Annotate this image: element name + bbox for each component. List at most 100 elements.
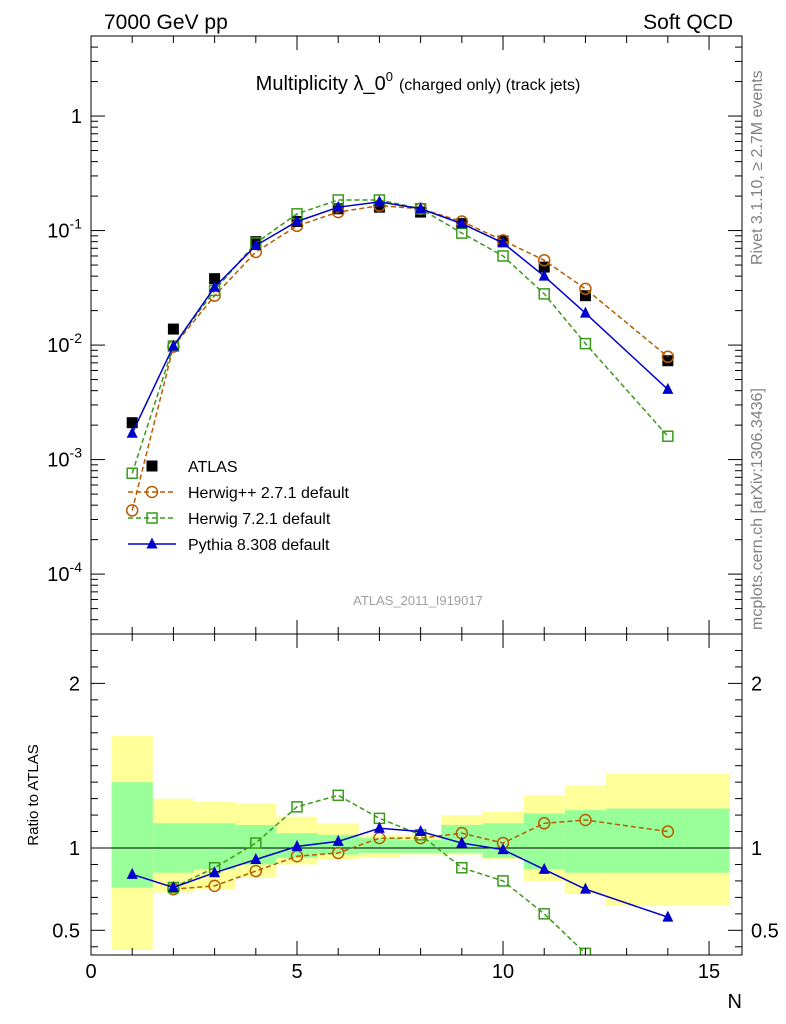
y-tick-label: 10-3 [47,445,82,472]
ratio-point-herwig-2-7-1-default [331,846,345,860]
band-green [606,808,730,873]
ratio-point-herwig-7-2-1-default [456,862,468,874]
y-tick-label: 2 [69,673,80,695]
band-green [400,839,442,853]
x-tick-labels: 0 5 10 15 [85,961,720,983]
legend-marker-pythia-8-308-default [146,537,158,549]
header-right: Soft QCD [643,11,733,34]
rivet-label: Rivet 3.1.10, ≥ 2.7M events [749,70,766,265]
legend: ATLAS Herwig++ 2.7.1 default Herwig 7.2.1 … [128,459,350,554]
ratio-point-pythia-8-308-default [250,853,262,865]
mcplots-label: mcplots.cern.ch [arXiv:1306.3436] [749,388,766,630]
point-herwig-7-2-1-default [662,430,674,442]
point-herwig-7-2-1-default [497,250,509,262]
ratio-point-herwig-7-2-1-default [332,789,344,802]
ratio-line-herwig-2-7-1-default [173,819,668,890]
point-herwig-2-7-1-default [661,350,675,364]
y-tick-label-right: 0.5 [751,920,779,942]
y-tick-label: 0.5 [52,920,80,942]
ratio-point-herwig-7-2-1-default [497,875,509,887]
x-tick-label: 5 [291,961,302,983]
main-y-tick-labels: 1 10-1 10-2 10-3 10-4 [47,106,82,586]
x-tick-label: 0 [85,961,96,983]
point-pythia-8-308-default [415,202,427,214]
analysis-watermark: ATLAS_2011_I919017 [353,593,483,608]
x-tick-label: 10 [492,961,514,983]
point-atlas [662,355,674,367]
point-pythia-8-308-default [126,426,138,438]
point-herwig-2-7-1-default [125,504,139,517]
band-green [194,823,236,870]
main-panel: 1 10-1 10-2 10-3 10-4 Multiplicity λ_00(char… [47,35,743,635]
y-tick-label: 10-1 [47,216,82,243]
y-tick-label: 10-2 [47,330,82,357]
point-pythia-8-308-default [579,306,591,318]
point-atlas [373,201,385,213]
point-pythia-8-308-default [209,280,221,292]
point-pythia-8-308-default [332,200,344,212]
legend-marker-atlas [146,460,158,472]
ratio-plot-area [126,789,675,955]
band-green [358,838,401,853]
ratio-point-pythia-8-308-default [126,867,138,879]
ratio-frame [90,633,743,956]
ratio-point-pythia-8-308-default [456,836,468,848]
ratio-point-herwig-7-2-1-default [291,801,303,813]
ratio-y-tick-labels: 2 2 1 1 0.5 0.5 [52,673,779,942]
main-plot-area [125,194,675,517]
legend-marker-herwig-7-2-1-default [146,512,158,524]
point-pythia-8-308-default [497,236,509,248]
point-pythia-8-308-default [538,269,550,281]
legend-label-herwig-7-2-1-default: Herwig 7.2.1 default [188,511,331,528]
point-pythia-8-308-default [662,382,674,394]
ratio-line-herwig-7-2-1-default [173,794,586,954]
legend-label-herwig-2-7-1-default: Herwig++ 2.7.1 default [188,485,350,502]
point-pythia-8-308-default [167,339,179,351]
point-pythia-8-308-default [456,217,468,229]
point-pythia-8-308-default [291,214,303,226]
header-left: 7000 GeV pp [104,11,228,34]
ratio-y-axis-label: Ratio to ATLAS [25,744,42,845]
ratio-point-pythia-8-308-default [209,866,221,878]
main-axis-ticks [90,35,742,635]
ratio-bands [91,736,742,951]
x-axis-label: N [728,991,742,1013]
point-atlas [126,417,138,429]
point-herwig-7-2-1-default [456,227,468,239]
point-atlas [209,273,221,285]
point-atlas [579,290,591,302]
chart-title: Multiplicity λ_00(charged only) (track j… [256,69,581,95]
ratio-point-herwig-2-7-1-default [208,879,221,893]
ratio-point-pythia-8-308-default [662,910,674,922]
point-herwig-2-7-1-default [537,254,551,267]
point-pythia-8-308-default [373,195,385,207]
ratio-point-pythia-8-308-default [332,834,344,846]
ratio-axis-ticks [90,634,742,955]
ratio-point-pythia-8-308-default [579,882,591,894]
ratio-point-herwig-2-7-1-default [661,825,675,838]
ratio-point-pythia-8-308-default [415,825,427,837]
ratio-panel: 2 2 1 1 0.5 0.5 0 5 10 15 Ratio to ATLAS N [25,633,779,1013]
band-green [523,813,565,870]
ratio-point-pythia-8-308-default [291,839,303,851]
y-tick-label-right: 1 [751,838,762,860]
legend-label-pythia-8-308-default: Pythia 8.308 default [188,537,330,554]
y-tick-label: 10-4 [47,559,82,586]
ratio-point-pythia-8-308-default [497,843,509,855]
ratio-point-herwig-7-2-1-default [538,908,550,920]
series-line-herwig-7-2-1-default [131,199,669,474]
point-atlas [538,261,550,273]
ratio-point-pythia-8-308-default [167,881,179,893]
y-tick-label-right: 2 [751,673,762,695]
ratio-point-herwig-2-7-1-default [579,813,592,827]
ratio-point-herwig-2-7-1-default [537,817,551,830]
point-herwig-7-2-1-default [538,288,550,300]
ratio-point-pythia-8-308-default [373,821,385,833]
x-tick-label: 15 [698,961,720,983]
point-pythia-8-308-default [250,239,262,251]
point-atlas [167,323,179,335]
ratio-point-pythia-8-308-default [538,862,550,874]
point-herwig-7-2-1-default [579,337,592,350]
legend-label-atlas: ATLAS [188,459,238,476]
